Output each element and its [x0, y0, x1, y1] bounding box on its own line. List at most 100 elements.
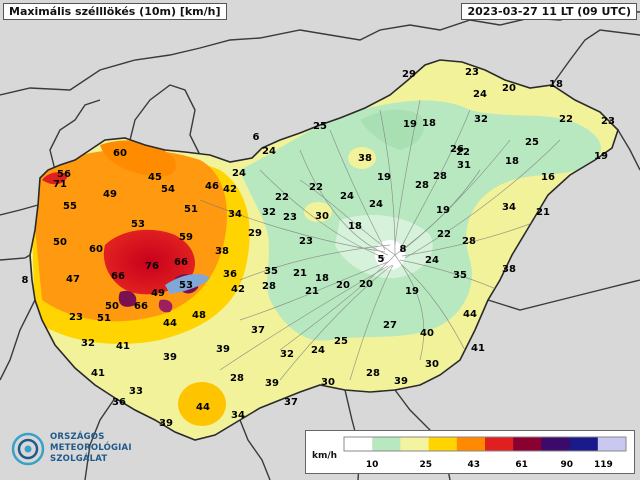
map-title: Maximális szélllökés (10m) [km/h] — [3, 3, 227, 20]
station-value: 50 — [105, 301, 119, 312]
legend-tick-label: 10 — [366, 460, 379, 470]
station-value: 20 — [502, 83, 516, 94]
legend-tick-label: 90 — [561, 460, 574, 470]
station-value: 49 — [103, 189, 117, 200]
station-value: 34 — [228, 209, 242, 220]
station-value: 21 — [305, 286, 319, 297]
station-value: 22 — [559, 114, 573, 125]
station-value: 23 — [601, 116, 615, 127]
station-value: 56 — [57, 169, 71, 180]
legend-tick-label: 61 — [515, 460, 528, 470]
legend-colorbar: 10 25 43 61 90 119 — [343, 436, 627, 470]
station-value: 41 — [91, 368, 105, 379]
timestamp: 2023-03-27 11 LT (09 UTC) — [461, 3, 637, 20]
station-value: 54 — [161, 184, 175, 195]
station-value: 19 — [403, 119, 417, 130]
station-value: 66 — [174, 257, 188, 268]
station-value: 38 — [502, 264, 516, 275]
station-value: 24 — [369, 199, 383, 210]
station-value: 53 — [179, 280, 193, 291]
station-value: 23 — [465, 67, 479, 78]
color-legend: 10 25 43 61 90 119 km/h — [305, 430, 635, 474]
station-value: 24 — [473, 89, 487, 100]
station-value: 24 — [262, 146, 276, 157]
station-value: 37 — [251, 325, 265, 336]
station-value: 22 — [437, 229, 451, 240]
station-value: 39 — [159, 418, 173, 429]
station-value: 31 — [457, 160, 471, 171]
station-value: 60 — [113, 148, 127, 159]
legend-tick-label: 119 — [594, 460, 613, 470]
legend-swatch — [597, 437, 627, 451]
station-value: 32 — [262, 207, 276, 218]
station-value: 24 — [425, 255, 439, 266]
station-value: 27 — [383, 320, 397, 331]
station-value: 30 — [315, 211, 329, 222]
legend-swatch — [541, 437, 571, 451]
station-value: 28 — [415, 180, 429, 191]
station-value: 20 — [359, 279, 373, 290]
legend-swatch — [456, 437, 486, 451]
station-value: 36 — [223, 269, 237, 280]
station-value: 71 — [53, 179, 67, 190]
station-value: 5 — [378, 254, 385, 265]
station-value: 40 — [420, 328, 434, 339]
station-value: 47 — [66, 274, 80, 285]
station-value: 66 — [134, 301, 148, 312]
station-value: 32 — [280, 349, 294, 360]
station-value: 25 — [525, 137, 539, 148]
station-value: 39 — [394, 376, 408, 387]
station-value: 23 — [283, 212, 297, 223]
station-value: 38 — [358, 153, 372, 164]
legend-swatch — [513, 437, 542, 451]
station-value: 42 — [223, 184, 237, 195]
legend-swatch — [485, 437, 514, 451]
station-value: 18 — [315, 273, 329, 284]
station-value: 48 — [192, 310, 206, 321]
station-value: 60 — [89, 244, 103, 255]
station-value: 18 — [505, 156, 519, 167]
legend-unit: km/h — [312, 451, 338, 461]
station-value: 76 — [145, 261, 159, 272]
station-value: 29 — [248, 228, 262, 239]
station-value: 23 — [299, 236, 313, 247]
station-value: 46 — [205, 181, 219, 192]
station-value: 45 — [148, 172, 162, 183]
station-value: 59 — [179, 232, 193, 243]
station-value: 20 — [336, 280, 350, 291]
station-value: 18 — [422, 118, 436, 129]
station-value: 35 — [264, 266, 278, 277]
logo-line-3: SZOLGÁLAT — [50, 454, 108, 464]
station-value: 19 — [405, 286, 419, 297]
station-value: 34 — [231, 410, 245, 421]
station-value: 33 — [129, 386, 143, 397]
station-value: 22 — [275, 192, 289, 203]
station-value: 21 — [293, 268, 307, 279]
station-value: 16 — [541, 172, 555, 183]
wind-streamlines — [199, 99, 561, 381]
station-value: 44 — [163, 318, 177, 329]
station-value: 25 — [334, 336, 348, 347]
legend-swatch — [569, 437, 599, 451]
station-value: 41 — [116, 341, 130, 352]
station-value: 32 — [474, 114, 488, 125]
station-value: 30 — [321, 377, 335, 388]
station-value: 22 — [309, 182, 323, 193]
legend-swatch — [372, 437, 401, 451]
station-value: 30 — [425, 359, 439, 370]
station-value: 35 — [453, 270, 467, 281]
station-value: 29 — [402, 69, 416, 80]
station-value: 55 — [63, 201, 77, 212]
station-value: 6 — [253, 132, 260, 143]
logo-line-2: METEOROLÓGIAI — [50, 443, 132, 453]
station-value: 44 — [463, 309, 477, 320]
station-value: 39 — [163, 352, 177, 363]
station-value: 24 — [311, 345, 325, 356]
station-value: 8 — [22, 275, 29, 286]
station-value: 28 — [366, 368, 380, 379]
station-value: 18 — [348, 221, 362, 232]
station-value: 18 — [549, 79, 563, 90]
station-value: 21 — [536, 207, 550, 218]
station-value: 44 — [196, 402, 210, 413]
